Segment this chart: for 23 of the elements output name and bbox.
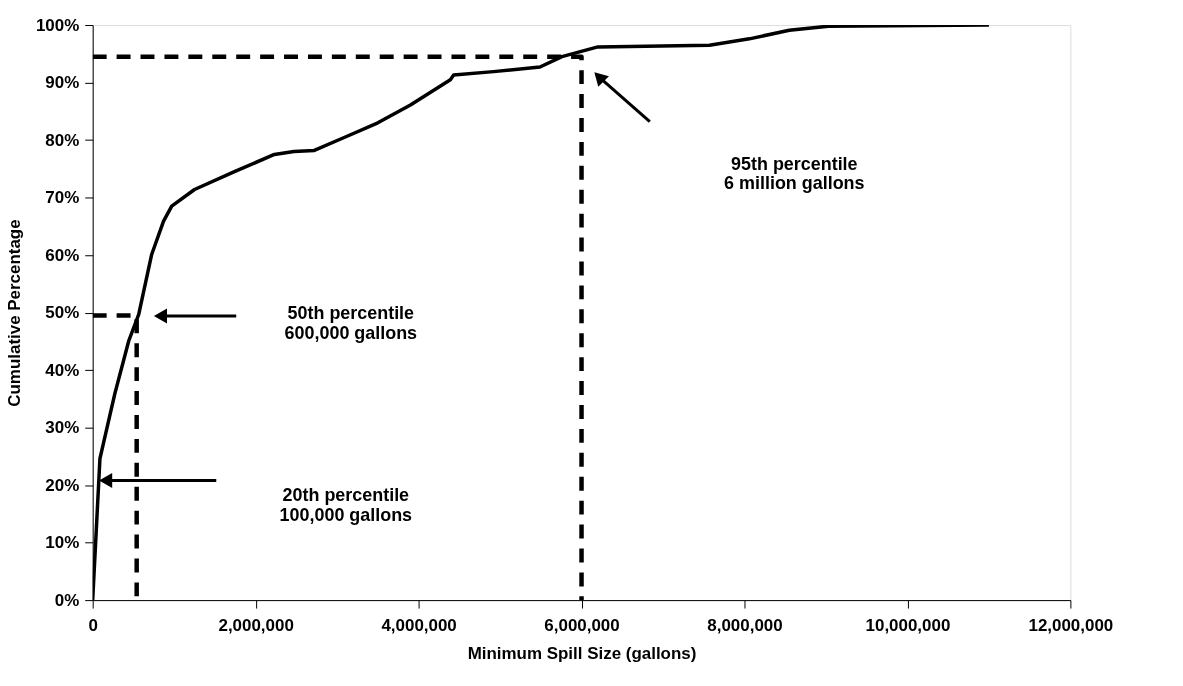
y-tick-label: 60%	[45, 245, 80, 265]
y-tick-label: 30%	[45, 418, 80, 438]
y-tick-label: 50%	[45, 303, 80, 323]
x-tick-label: 4,000,000	[381, 616, 457, 636]
x-tick-label: 2,000,000	[218, 616, 294, 636]
y-tick-label: 80%	[45, 130, 80, 150]
x-tick-label: 12,000,000	[1028, 616, 1114, 636]
y-tick-label: 20%	[45, 475, 80, 495]
y-tick-label: 40%	[45, 360, 80, 380]
x-tick-label: 8,000,000	[707, 616, 783, 636]
annotation: 20th percentile 100,000 gallons	[279, 485, 413, 526]
y-tick-label: 90%	[45, 73, 80, 93]
y-axis-title: Cumulative Percentage	[4, 219, 24, 407]
x-tick-label: 10,000,000	[865, 616, 951, 636]
y-tick-label: 100%	[35, 15, 80, 35]
annotation: 50th percentile 600,000 gallons	[284, 303, 418, 343]
x-tick-label: 0	[88, 616, 98, 636]
x-tick-label: 6,000,000	[544, 616, 620, 636]
y-tick-label: 70%	[45, 188, 80, 208]
annotation: 95th percentile 6 million gallons	[724, 153, 865, 194]
x-axis-title: Minimum Spill Size (gallons)	[467, 644, 697, 664]
y-tick-label: 0%	[54, 590, 80, 610]
y-tick-label: 10%	[45, 533, 80, 553]
